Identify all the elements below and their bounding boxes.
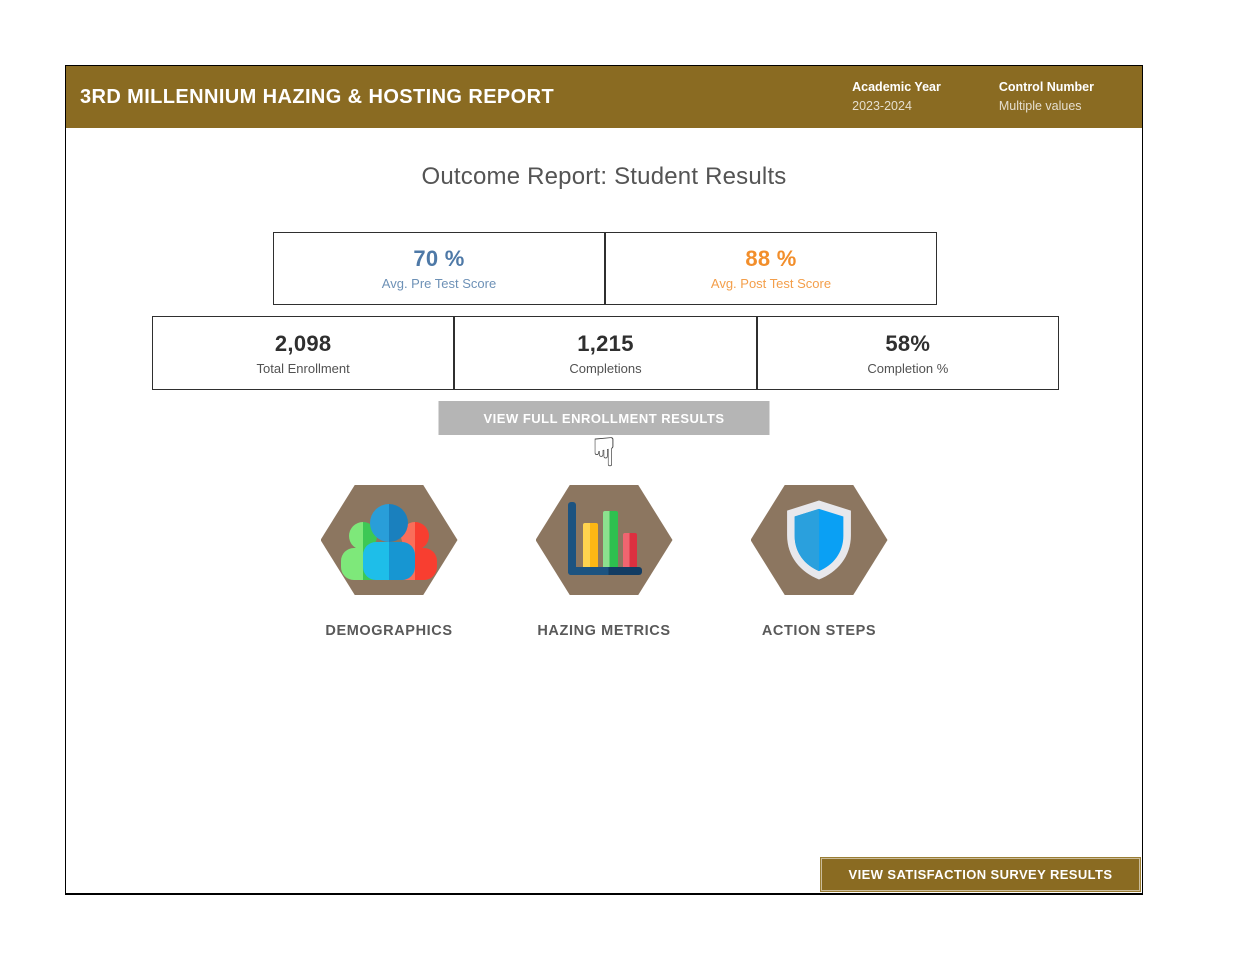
stat-label: Completion % (867, 360, 949, 376)
enrollment-stats-row: 2,098 Total Enrollment 1,215 Completions… (152, 316, 1059, 390)
filter-control-number[interactable]: Control Number Multiple values (999, 78, 1094, 117)
page-title: Outcome Report: Student Results (421, 163, 787, 190)
filter-academic-year[interactable]: Academic Year 2023-2024 (852, 78, 941, 117)
stat-value: 2,098 (274, 330, 332, 356)
report-title: 3RD MILLENNIUM HAZING & HOSTING REPORT (80, 85, 555, 108)
stat-value: 58% (885, 330, 931, 356)
view-full-enrollment-results-button[interactable]: VIEW FULL ENROLLMENT RESULTS (438, 401, 770, 435)
stat-label: Total Enrollment (256, 360, 350, 376)
stat-label: Avg. Post Test Score (710, 276, 832, 291)
report-header: 3RD MILLENNIUM HAZING & HOSTING REPORT A… (66, 66, 1142, 128)
tile-label: DEMOGRAPHICS (325, 623, 453, 639)
filter-value[interactable]: 2023-2024 (852, 99, 912, 113)
filter-label: Control Number (998, 79, 1094, 94)
completion-pct-stat: 58% Completion % (755, 317, 1058, 389)
stat-value: 70 % (413, 246, 465, 271)
pointing-hand-icon: ☟ (591, 430, 617, 476)
shield-icon (787, 500, 851, 580)
total-enrollment-stat: 2,098 Total Enrollment (153, 317, 453, 389)
tile-demographics[interactable]: DEMOGRAPHICS (320, 485, 458, 639)
action-steps-hexagon[interactable] (750, 485, 888, 595)
avg-post-test-score-stat: 88 % Avg. Post Test Score (604, 233, 936, 304)
completions-stat: 1,215 Completions (453, 317, 755, 389)
people-icon (341, 500, 437, 580)
avg-pre-test-score-stat: 70 % Avg. Pre Test Score (274, 233, 604, 304)
stat-label: Completions (569, 360, 642, 376)
filter-label: Academic Year (852, 79, 941, 94)
bar-chart-icon (562, 500, 646, 580)
stat-label: Avg. Pre Test Score (381, 276, 497, 291)
tile-action-steps[interactable]: ACTION STEPS (750, 485, 888, 639)
filter-value[interactable]: Multiple values (998, 99, 1082, 113)
nav-tiles: DEMOGRAPHICS HAZING METRICS (66, 485, 1142, 639)
stat-value: 88 % (745, 246, 797, 271)
tile-hazing-metrics[interactable]: HAZING METRICS (535, 485, 673, 639)
demographics-hexagon[interactable] (320, 485, 458, 595)
score-stats-row: 70 % Avg. Pre Test Score 88 % Avg. Post … (273, 232, 937, 305)
report-frame: 3RD MILLENNIUM HAZING & HOSTING REPORT A… (65, 65, 1143, 895)
view-satisfaction-survey-results-button[interactable]: VIEW SATISFACTION SURVEY RESULTS (820, 857, 1141, 892)
stat-value: 1,215 (577, 330, 634, 356)
hazing-metrics-hexagon[interactable] (535, 485, 673, 595)
tile-label: ACTION STEPS (761, 623, 877, 639)
header-filters: Academic Year 2023-2024 Control Number M… (852, 78, 1142, 117)
tile-label: HAZING METRICS (537, 623, 671, 639)
